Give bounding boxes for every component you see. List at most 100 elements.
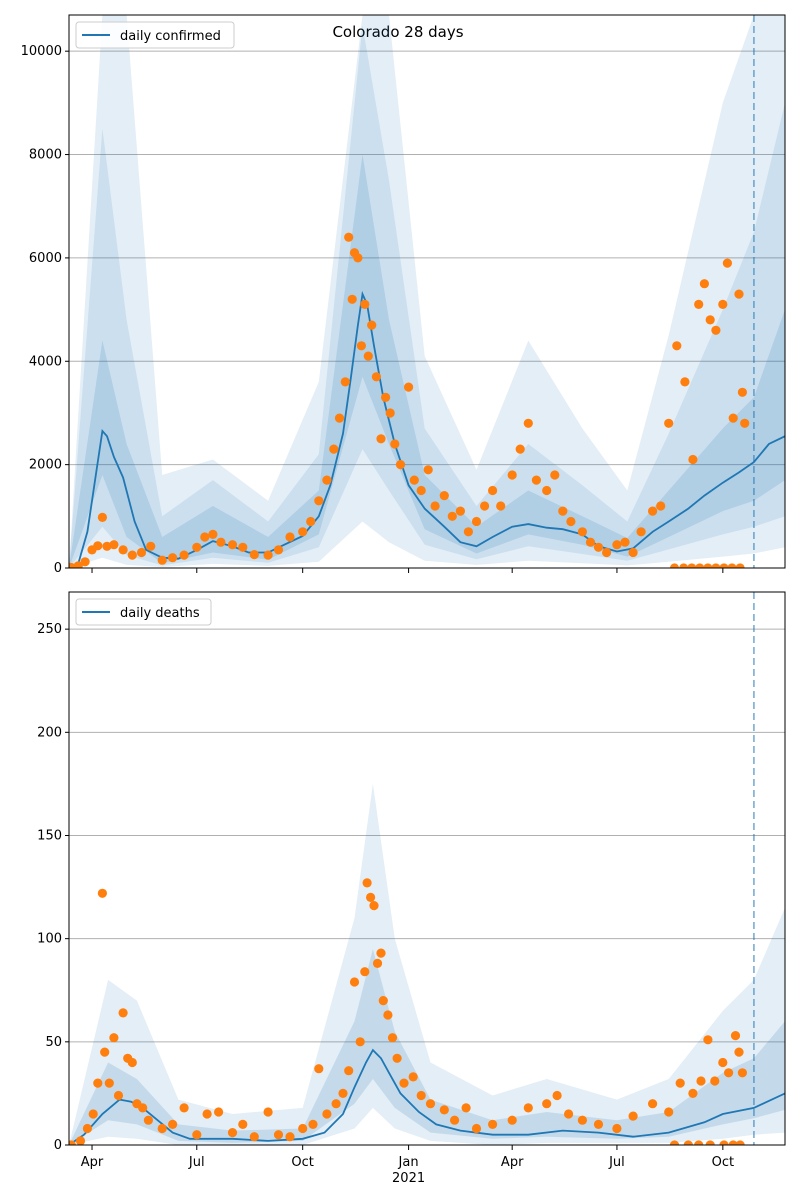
observed-point xyxy=(695,563,705,568)
observed-point xyxy=(515,444,525,454)
observed-point xyxy=(593,542,604,552)
observed-point xyxy=(136,547,147,558)
uncertainty-band xyxy=(69,25,785,568)
y-tick-label: 150 xyxy=(37,828,62,843)
legend: daily deaths xyxy=(75,598,212,626)
observed-point xyxy=(628,1111,638,1121)
observed-point xyxy=(360,299,370,309)
observed-point xyxy=(564,1109,574,1119)
x-tick-sublabel: 2021 xyxy=(392,1171,425,1186)
observed-point xyxy=(179,550,189,560)
observed-point xyxy=(552,1090,562,1101)
observed-point xyxy=(353,253,363,263)
observed-point xyxy=(69,1140,76,1145)
observed-point xyxy=(724,1068,734,1078)
observed-point xyxy=(97,512,107,523)
observed-point xyxy=(308,1119,318,1129)
observed-point xyxy=(461,1103,471,1113)
observed-point xyxy=(349,977,360,987)
legend-box xyxy=(75,598,212,626)
observed-point xyxy=(439,1105,449,1115)
observed-point xyxy=(542,485,552,496)
plot-area xyxy=(69,783,785,1145)
observed-point xyxy=(430,501,440,511)
observed-point xyxy=(118,1008,128,1018)
observed-point xyxy=(730,1031,741,1041)
deaths-panel: 0 50 100 150 200 250 daily deaths xyxy=(37,591,786,1153)
observed-point xyxy=(75,1136,86,1145)
observed-point xyxy=(263,550,273,560)
observed-point xyxy=(138,1103,148,1113)
observed-point xyxy=(735,1140,745,1145)
observed-point xyxy=(710,1076,720,1086)
observed-point xyxy=(367,320,377,330)
observed-point xyxy=(102,541,112,551)
observed-point xyxy=(416,485,426,496)
observed-point xyxy=(347,294,357,304)
observed-point xyxy=(200,532,210,542)
observed-point xyxy=(127,1057,137,1068)
observed-point xyxy=(109,540,119,550)
x-tick-label: Jul xyxy=(188,1155,205,1170)
observed-point xyxy=(344,232,354,242)
observed-point xyxy=(366,892,376,903)
observed-point xyxy=(157,555,167,565)
y-tick-label: 2000 xyxy=(29,458,62,473)
observed-point xyxy=(143,1115,153,1125)
observed-point xyxy=(381,392,391,402)
observed-point xyxy=(392,1053,402,1063)
observed-point xyxy=(669,563,680,568)
observed-point xyxy=(703,563,713,568)
observed-point xyxy=(734,1047,744,1057)
observed-point xyxy=(577,527,588,537)
observed-point xyxy=(157,1123,167,1134)
observed-point xyxy=(679,563,689,568)
y-tick-label: 200 xyxy=(37,725,62,740)
observed-point xyxy=(263,1107,273,1117)
observed-point xyxy=(718,1057,728,1068)
observed-point xyxy=(322,1109,332,1119)
observed-point xyxy=(675,1078,685,1088)
observed-point xyxy=(372,958,383,969)
observed-point xyxy=(383,1010,393,1020)
legend-label: daily deaths xyxy=(120,606,200,621)
observed-point xyxy=(531,475,542,485)
observed-point xyxy=(722,258,733,268)
observed-point xyxy=(602,547,612,558)
observed-point xyxy=(694,299,704,309)
observed-point xyxy=(425,1099,436,1109)
observed-point xyxy=(273,545,284,555)
observed-point xyxy=(273,1130,284,1140)
observed-point xyxy=(100,1047,110,1057)
observed-point xyxy=(463,527,473,537)
observed-point xyxy=(387,1033,398,1043)
observed-point xyxy=(168,553,178,563)
observed-point xyxy=(728,1140,738,1145)
observed-point xyxy=(577,1115,588,1125)
observed-point xyxy=(423,465,433,475)
observed-point xyxy=(378,996,388,1006)
observed-point xyxy=(488,1119,498,1129)
observed-point xyxy=(612,540,622,550)
uncertainty-band xyxy=(69,15,785,568)
observed-point xyxy=(688,454,698,465)
observed-point xyxy=(737,1068,748,1078)
observed-point xyxy=(694,1140,704,1145)
observed-point xyxy=(620,537,630,547)
x-tick-label: Jul xyxy=(608,1155,625,1170)
observed-point xyxy=(628,547,638,558)
y-tick-label: 50 xyxy=(45,1035,62,1050)
observed-point xyxy=(711,563,721,568)
observed-point xyxy=(298,527,308,537)
x-tick-label: Oct xyxy=(712,1155,734,1170)
observed-point xyxy=(127,550,137,560)
observed-point xyxy=(409,475,419,485)
observed-point xyxy=(680,377,690,387)
y-tick-label: 100 xyxy=(37,932,62,947)
axes-frame xyxy=(68,14,786,569)
observed-point xyxy=(369,901,379,911)
observed-point xyxy=(399,1078,409,1088)
observed-point xyxy=(593,1119,604,1129)
